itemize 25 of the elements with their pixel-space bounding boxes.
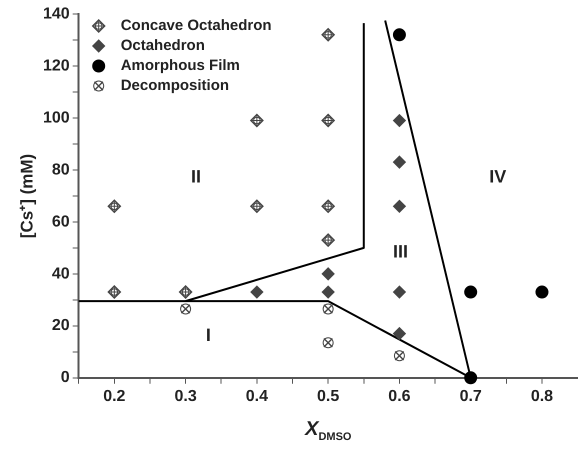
x-tick-label: 0.7 [460, 388, 482, 405]
x-tick-label: 0.4 [246, 388, 268, 405]
legend-label: Decomposition [120, 77, 230, 94]
annotation: III [392, 241, 408, 262]
x-tick-label: 0.2 [103, 388, 126, 405]
annotation: II [190, 166, 201, 187]
annotation: IV [489, 166, 506, 187]
y-tick-label: 0 [60, 369, 70, 386]
x-tick-label: 0.5 [317, 388, 340, 405]
legend-label: Concave Octahedron [120, 17, 272, 34]
y-tick-label: 80 [52, 161, 70, 178]
y-tick-label: 140 [42, 5, 70, 22]
x-tick-label: 0.6 [388, 388, 411, 405]
y-tick-label: 20 [52, 317, 70, 334]
y-tick-label: 40 [52, 265, 70, 282]
y-tick-label: 100 [42, 109, 70, 126]
legend-label: Amorphous Film [120, 57, 240, 74]
x-tick-label: 0.8 [530, 388, 554, 405]
x-axis-title: X$_{DMSO}$ [305, 418, 352, 443]
y-tick-label: 60 [52, 213, 70, 230]
annotation: I [206, 324, 211, 345]
y-axis-title: [Cs⁺] (mM) [16, 154, 38, 238]
legend-label: Octahedron [120, 37, 205, 54]
x-tick-label: 0.3 [174, 388, 197, 405]
y-tick-label: 120 [42, 57, 70, 74]
